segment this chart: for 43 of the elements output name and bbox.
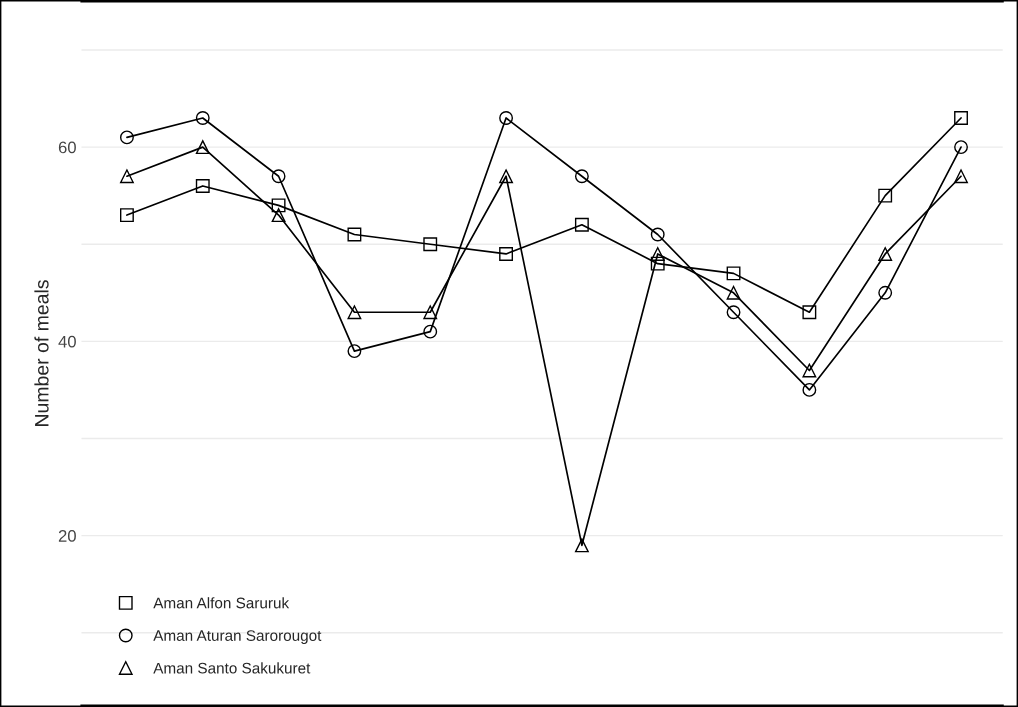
point: [954, 111, 968, 125]
point: [878, 188, 893, 203]
point: [119, 169, 134, 184]
point: [802, 382, 817, 397]
legend-label: Aman Santo Sakukuret: [153, 662, 311, 674]
legend-label: Aman Aturan Sarorougot: [153, 630, 322, 644]
point: [726, 266, 741, 281]
y-tick-label: 40: [58, 335, 76, 348]
point: [195, 140, 210, 155]
point: [574, 538, 589, 553]
point: [878, 246, 893, 261]
point: [954, 140, 968, 155]
point: [119, 208, 134, 223]
point: [271, 169, 286, 184]
point: [195, 111, 210, 125]
point: [423, 324, 438, 339]
point: [650, 256, 665, 271]
point: [802, 363, 817, 378]
point: [574, 169, 589, 184]
y-tick-label: 20: [58, 530, 76, 542]
point: [195, 179, 210, 193]
point: [499, 246, 514, 261]
point: [423, 237, 438, 252]
point: [271, 198, 286, 213]
point: [499, 111, 514, 125]
point: [347, 344, 362, 359]
point: [726, 305, 741, 320]
point: [726, 285, 741, 300]
point: [423, 305, 438, 320]
point: [499, 169, 514, 184]
point: [271, 208, 286, 223]
point: [954, 169, 968, 184]
point: [347, 305, 362, 320]
point: [574, 217, 589, 232]
point: [802, 305, 817, 320]
point: [119, 130, 134, 145]
point: [650, 227, 665, 242]
point: [878, 285, 893, 300]
y-tick-label: 60: [58, 141, 76, 154]
point: [347, 227, 362, 242]
legend-label: Aman Alfon Saruruk: [153, 597, 290, 609]
point: [650, 246, 665, 261]
y-axis-title: Number of meals: [34, 280, 49, 426]
